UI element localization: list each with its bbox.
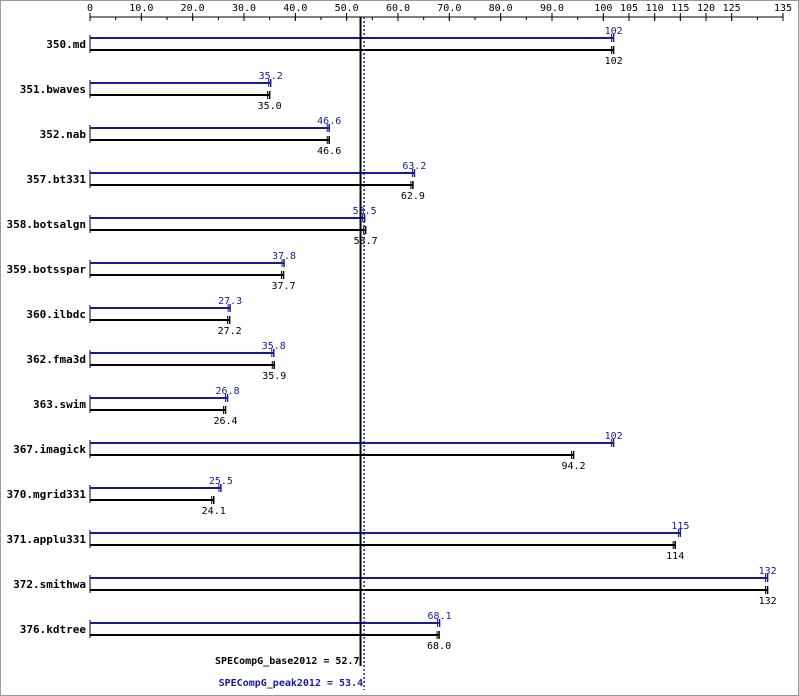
peak-value-label: 46.6 [317,116,341,127]
base-value-label: 53.7 [354,236,378,247]
base-value-label: 37.7 [271,281,295,292]
base-value-label: 27.2 [218,326,242,337]
base-value-label: 35.0 [258,101,282,112]
base-summary-label: SPECompG_base2012 = 52.7 [215,656,360,667]
benchmark-label: 350.md [46,38,86,51]
benchmark-label: 372.smithwa [13,578,86,591]
benchmark-row: 376.kdtree 68.1 68.0 [20,611,452,652]
benchmark-row: 363.swim 26.8 26.4 [33,386,240,427]
base-value-label: 46.6 [317,146,341,157]
benchmark-label: 362.fma3d [26,353,86,366]
base-value-label: 68.0 [427,641,451,652]
benchmark-label: 367.imagick [13,443,86,456]
peak-value-label: 68.1 [428,611,452,622]
benchmark-label: 376.kdtree [20,623,87,636]
benchmark-label: 360.ilbdc [26,308,86,321]
benchmark-rows: 350.md 102 102 351.bwaves 35.2 35.0 352.nab 46.… [7,26,777,652]
peak-value-label: 63.2 [402,161,426,172]
benchmark-row: 351.bwaves 35.2 35.0 [20,71,283,112]
x-tick-label: 10.0 [129,3,153,14]
x-tick-label: 80.0 [489,3,513,14]
x-tick-label: 60.0 [386,3,410,14]
benchmark-row: 352.nab 46.6 46.6 [40,116,342,157]
benchmark-row: 372.smithwa 132 132 [13,566,776,607]
base-value-label: 102 [605,56,623,67]
base-value-label: 35.9 [262,371,286,382]
base-value-label: 94.2 [562,461,586,472]
base-value-label: 24.1 [202,506,226,517]
x-tick-label: 0 [87,3,93,14]
peak-value-label: 115 [671,521,689,532]
benchmark-row: 370.mgrid331 25.5 24.1 [7,476,233,517]
peak-value-label: 25.5 [209,476,233,487]
peak-value-label: 102 [605,26,623,37]
base-value-label: 26.4 [213,416,237,427]
x-tick-label: 105 [620,3,638,14]
x-tick-label: 90.0 [540,3,564,14]
benchmark-label: 358.botsalgn [7,218,86,231]
peak-value-label: 102 [605,431,623,442]
benchmark-label: 363.swim [33,398,86,411]
benchmark-row: 350.md 102 102 [46,26,622,67]
benchmark-label: 351.bwaves [20,83,86,96]
x-tick-label: 50.0 [335,3,359,14]
x-tick-label: 125 [723,3,741,14]
benchmark-row: 359.botsspar 37.8 37.7 [7,251,297,292]
benchmark-label: 371.applu331 [7,533,87,546]
peak-value-label: 26.8 [216,386,240,397]
benchmark-row: 362.fma3d 35.8 35.9 [26,341,286,382]
x-tick-label: 100 [594,3,612,14]
x-axis: 0 10.0 20.0 30.0 40.0 50.0 60.0 70.0 80.0 90.0 100… [87,3,792,21]
x-tick-label: 135 [774,3,792,14]
benchmark-label: 370.mgrid331 [7,488,87,501]
benchmark-row: 360.ilbdc 27.3 27.2 [26,296,242,337]
x-tick-label: 110 [646,3,664,14]
x-tick-label: 120 [697,3,715,14]
base-value-label: 114 [666,551,684,562]
peak-value-label: 35.8 [262,341,286,352]
x-tick-label: 115 [671,3,689,14]
benchmark-row: 371.applu331 115 114 [7,521,690,562]
reference-lines: SPECompG_base2012 = 52.7 SPECompG_peak201… [215,17,365,690]
x-tick-label: 20.0 [181,3,205,14]
benchmark-label: 359.botsspar [7,263,87,276]
peak-value-label: 27.3 [218,296,242,307]
x-tick-label: 70.0 [437,3,461,14]
peak-value-label: 35.2 [259,71,283,82]
peak-value-label: 53.5 [353,206,377,217]
benchmark-row: 367.imagick 102 94.2 [13,431,622,472]
peak-value-label: 37.8 [272,251,296,262]
benchmark-label: 357.bt331 [26,173,86,186]
x-tick-label: 40.0 [283,3,307,14]
benchmark-row: 358.botsalgn 53.5 53.7 [7,206,378,247]
peak-summary-label: SPECompG_peak2012 = 53.4 [219,678,364,689]
base-value-label: 132 [759,596,777,607]
base-value-label: 62.9 [401,191,425,202]
benchmark-label: 352.nab [40,128,87,141]
peak-value-label: 132 [759,566,777,577]
x-tick-label: 30.0 [232,3,256,14]
